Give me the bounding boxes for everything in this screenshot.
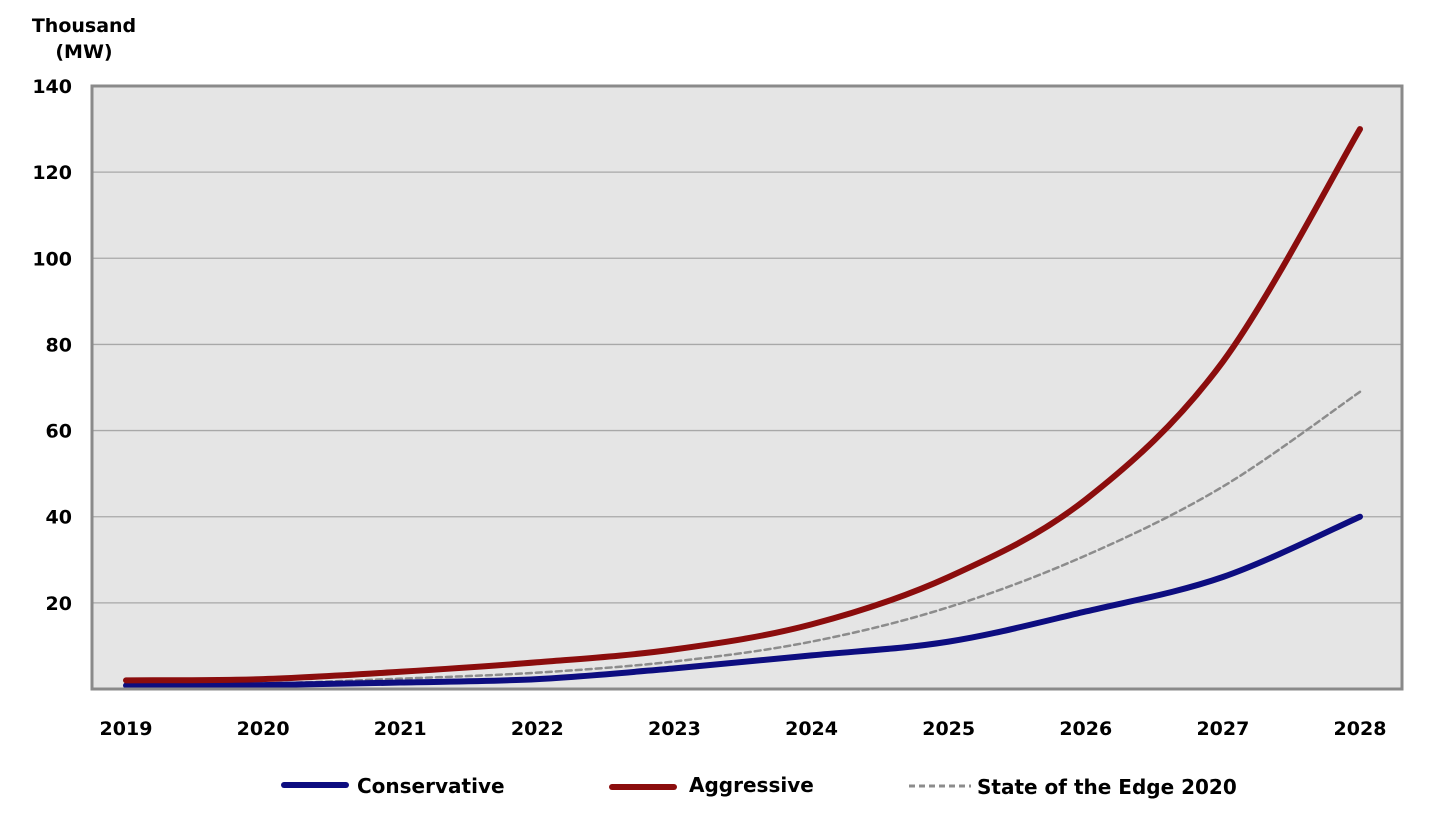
y-axis-label-line-1: Thousand — [32, 15, 136, 37]
x-tick-label: 2024 — [785, 718, 838, 740]
series-line-aggressive — [123, 126, 1363, 684]
x-tick-label: 2020 — [237, 718, 290, 740]
y-tick-label: 40 — [46, 507, 72, 529]
series-lines — [123, 126, 1363, 689]
y-tick-label: 60 — [46, 421, 72, 443]
x-tick-label: 2026 — [1059, 718, 1112, 740]
x-tick-label: 2022 — [511, 718, 564, 740]
y-tick-labels: 20 40 60 80 100 120 140 — [32, 76, 72, 615]
legend-label-conservative: Conservative — [357, 774, 505, 798]
x-tick-label: 2023 — [648, 718, 701, 740]
x-tick-label: 2025 — [922, 718, 975, 740]
y-tick-label: 120 — [32, 162, 72, 184]
y-tick-label: 140 — [32, 76, 72, 98]
gridlines — [92, 171, 1402, 604]
plot-frame — [90, 84, 1404, 691]
legend-label-aggressive: Aggressive — [689, 773, 814, 797]
y-tick-label: 100 — [32, 248, 72, 270]
x-tick-label: 2021 — [374, 718, 427, 740]
legend: Conservative Aggressive State of the Edg… — [281, 773, 1237, 799]
x-tick-label: 2027 — [1196, 718, 1249, 740]
x-tick-label: 2019 — [100, 718, 153, 740]
y-tick-label: 20 — [46, 593, 72, 615]
x-tick-labels: 2019 2020 2021 2022 2023 2024 2025 2026 2027 2028 — [100, 718, 1387, 740]
x-tick-label: 2028 — [1334, 718, 1387, 740]
y-axis-label-line-2: (MW) — [55, 41, 112, 63]
y-tick-label: 80 — [46, 334, 72, 356]
legend-label-state-of-the-edge-2020: State of the Edge 2020 — [977, 775, 1237, 799]
series-line-conservative — [123, 513, 1363, 689]
